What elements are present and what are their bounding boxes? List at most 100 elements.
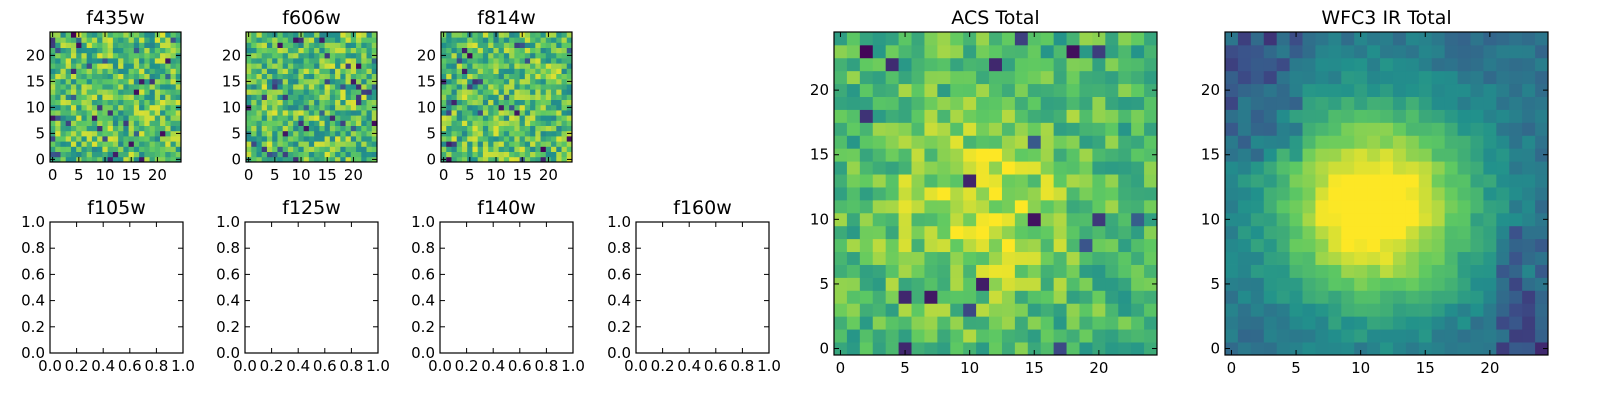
heatmap-cell — [81, 89, 88, 95]
heatmap-cell — [277, 63, 284, 69]
heatmap-cell — [91, 42, 98, 48]
heatmap-cell — [371, 146, 378, 152]
heatmap-cell — [329, 125, 336, 132]
heatmap-cell — [1289, 187, 1303, 201]
heatmap-cell — [371, 141, 378, 147]
heatmap-cell — [1289, 109, 1303, 123]
heatmap-cell — [885, 122, 899, 136]
heatmap-cell — [361, 52, 367, 59]
heatmap-cell — [175, 63, 182, 69]
heatmap-cell — [60, 89, 67, 95]
heatmap-cell — [535, 99, 541, 106]
heatmap-cell — [165, 32, 171, 38]
heatmap-cell — [76, 130, 82, 137]
heatmap-cell — [86, 99, 93, 106]
heatmap-cell — [1405, 316, 1420, 330]
heatmap-cell — [1315, 174, 1329, 188]
heatmap-cell — [963, 264, 977, 278]
heatmap-cell — [356, 151, 362, 158]
heatmap-cell — [154, 141, 161, 147]
heatmap-cell — [256, 156, 263, 163]
heatmap-cell — [261, 146, 268, 152]
heatmap-cell — [128, 104, 135, 111]
heatmap-cell — [97, 151, 103, 158]
heatmap-cell — [1392, 225, 1407, 240]
heatmap-cell — [55, 63, 61, 69]
heatmap-cell — [366, 141, 373, 147]
heatmap-cell — [1535, 303, 1549, 317]
heatmap-cell — [1079, 303, 1093, 317]
heatmap-cell — [477, 63, 484, 69]
x-tick-label: 10 — [291, 166, 310, 184]
heatmap-cell — [118, 125, 124, 132]
heatmap-cell — [160, 94, 166, 100]
heatmap-cell — [324, 52, 331, 59]
heatmap-cell — [261, 136, 268, 142]
heatmap-cell — [885, 316, 899, 330]
heatmap-cell — [303, 47, 310, 54]
heatmap-cell — [128, 99, 135, 106]
heatmap-cell — [287, 84, 294, 90]
heatmap-cell — [885, 83, 899, 97]
heatmap-cell — [123, 42, 129, 48]
heatmap-cell — [251, 89, 257, 95]
heatmap-cell — [139, 136, 145, 142]
heatmap-cell — [514, 151, 520, 158]
heatmap-cell — [65, 73, 72, 80]
heatmap-cell — [1380, 96, 1394, 110]
heatmap-cell — [246, 84, 252, 90]
heatmap-cell — [503, 78, 510, 85]
heatmap-cell — [509, 104, 515, 111]
heatmap-cell — [246, 136, 252, 142]
heatmap-cell — [366, 99, 373, 106]
heatmap-cell — [303, 94, 310, 100]
y-tick-label: 5 — [426, 124, 436, 142]
heatmap-cell — [519, 125, 526, 132]
heatmap-cell — [1535, 277, 1549, 291]
y-tick-label: 0.4 — [607, 292, 631, 310]
heatmap-cell — [1341, 329, 1355, 343]
heatmap-cell — [924, 187, 938, 201]
heatmap-cell — [1237, 187, 1252, 201]
heatmap-cell — [1418, 135, 1433, 149]
heatmap-cell — [91, 63, 98, 69]
heatmap-cell — [303, 37, 310, 43]
heatmap-cell — [251, 130, 257, 137]
heatmap-cell — [112, 42, 119, 48]
heatmap-cell — [472, 37, 479, 43]
heatmap-cell — [524, 156, 531, 163]
heatmap-cell — [846, 122, 861, 136]
heatmap-cell — [530, 52, 536, 59]
heatmap-cell — [76, 125, 82, 132]
heatmap-cell — [493, 73, 500, 80]
heatmap-cell — [441, 146, 447, 152]
heatmap-cell — [308, 47, 315, 54]
heatmap-cell — [287, 73, 294, 80]
heatmap-cell — [1457, 303, 1471, 317]
heatmap-cell — [456, 110, 463, 116]
heatmap-cell — [1263, 122, 1278, 136]
heatmap-cell — [112, 156, 119, 163]
heatmap-cell — [81, 63, 88, 69]
y-tick-label: 0.0 — [411, 344, 435, 362]
heatmap-cell — [1509, 135, 1523, 149]
heatmap-cell — [128, 73, 135, 80]
heatmap-cell — [112, 115, 119, 121]
heatmap-cell — [118, 110, 124, 116]
heatmap-cell — [503, 47, 510, 54]
heatmap-cell — [303, 89, 310, 95]
heatmap-cell — [898, 96, 912, 110]
heatmap-cell — [65, 52, 72, 59]
heatmap-cell — [859, 225, 874, 240]
heatmap-cell — [859, 277, 874, 291]
heatmap-cell — [55, 151, 61, 158]
axes-frame — [1224, 31, 1549, 356]
heatmap-cell — [1535, 238, 1549, 253]
heatmap-cell — [251, 58, 257, 64]
heatmap-cell — [1079, 225, 1093, 240]
heatmap-cell — [488, 120, 494, 126]
heatmap-cell — [76, 120, 82, 126]
x-tick-label: 15 — [1025, 359, 1044, 377]
heatmap-cell — [556, 94, 562, 100]
heatmap-cell — [872, 122, 887, 136]
